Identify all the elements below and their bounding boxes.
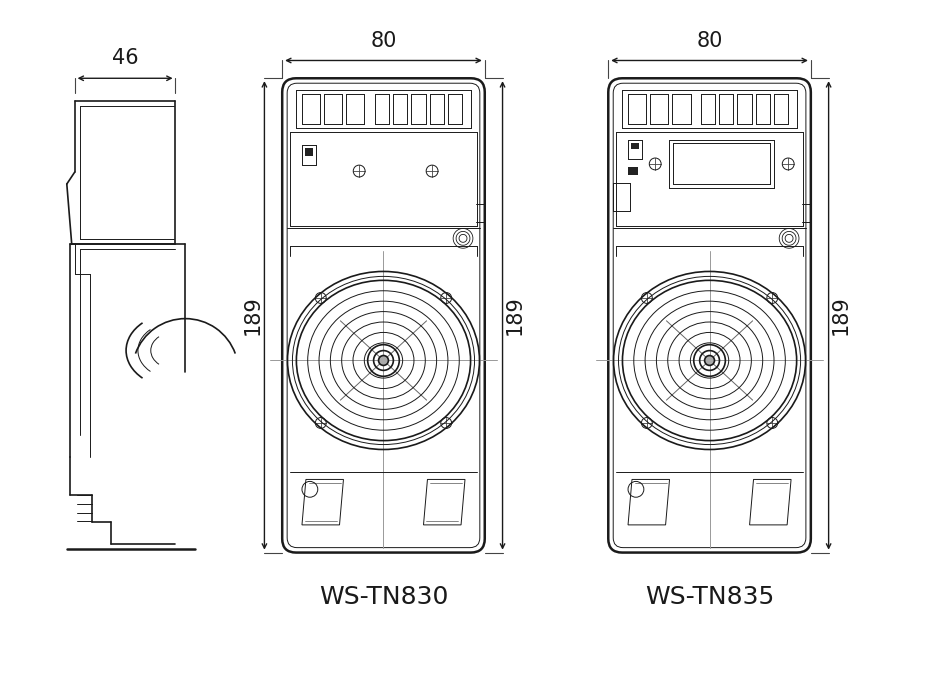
Bar — [628, 167, 638, 175]
Text: 80: 80 — [370, 31, 397, 50]
Circle shape — [705, 356, 714, 365]
Bar — [305, 148, 312, 156]
Bar — [631, 143, 639, 149]
Text: WS-TN835: WS-TN835 — [644, 585, 774, 609]
Text: 189: 189 — [830, 295, 850, 335]
Text: WS-TN830: WS-TN830 — [319, 585, 448, 609]
Circle shape — [379, 356, 389, 365]
Text: 80: 80 — [697, 31, 723, 50]
Text: 189: 189 — [243, 295, 262, 335]
Text: 46: 46 — [112, 48, 139, 69]
Text: 189: 189 — [504, 295, 525, 335]
